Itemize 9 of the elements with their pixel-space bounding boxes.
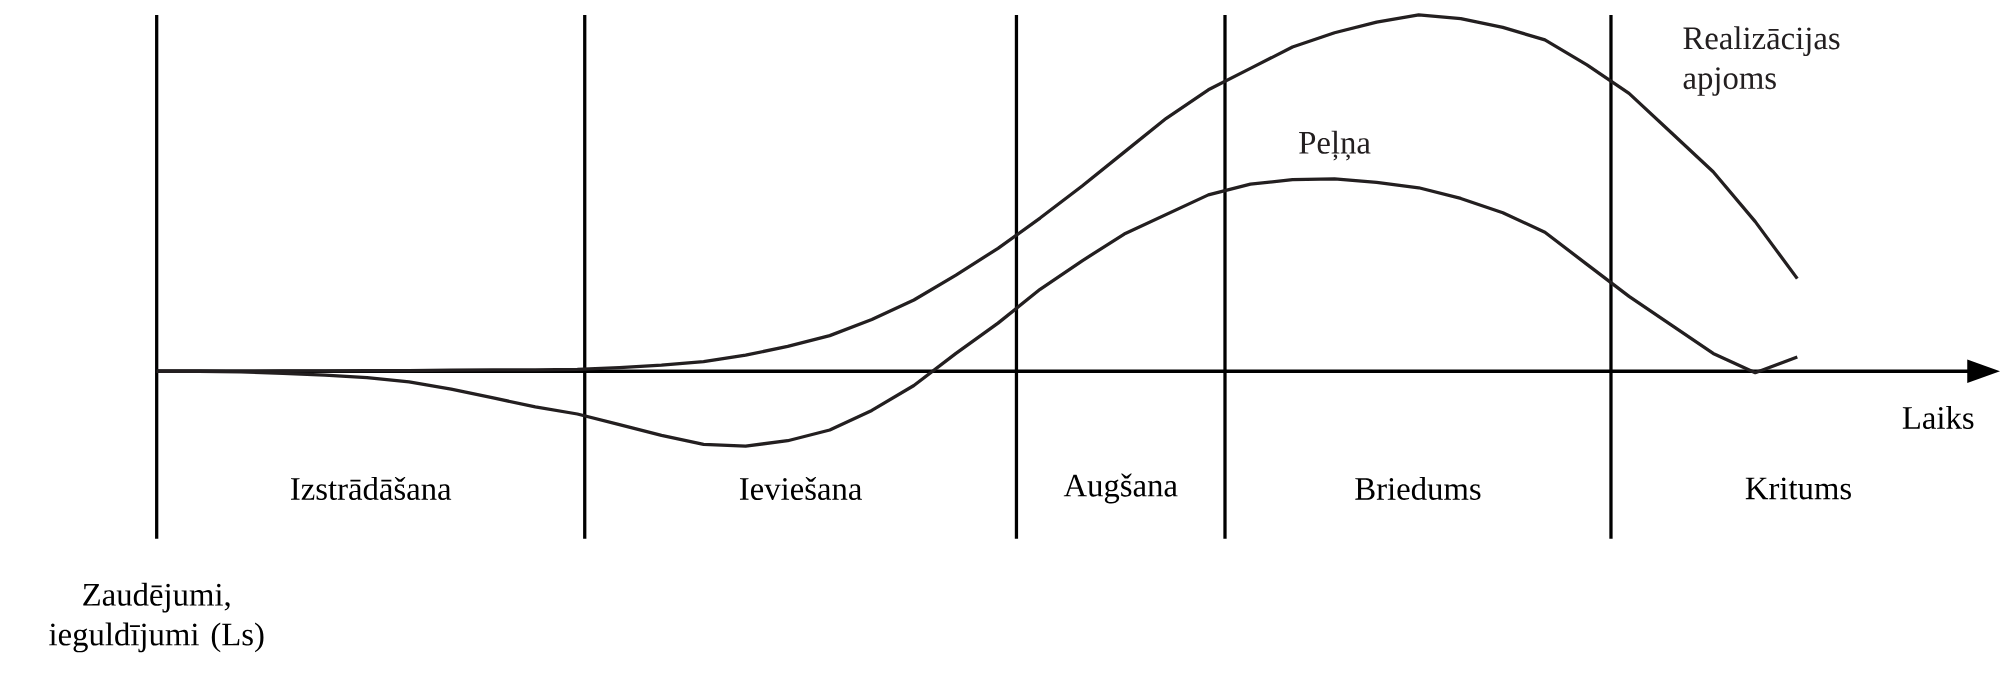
series-label: Realizācijas apjoms — [1683, 26, 1840, 96]
x-axis-title: Laiks — [1902, 406, 1974, 430]
y-axis-title: Zaudējumi, ieguldījumi (Ls) — [49, 582, 264, 653]
text: Kritums — [1745, 477, 1851, 500]
series-label: Peļņa — [1299, 130, 1371, 161]
text: Augšana — [1063, 473, 1178, 504]
text: Ieviešana — [739, 477, 862, 501]
text: Izstrādāšana — [291, 477, 452, 501]
text: Briedums — [1355, 477, 1481, 501]
